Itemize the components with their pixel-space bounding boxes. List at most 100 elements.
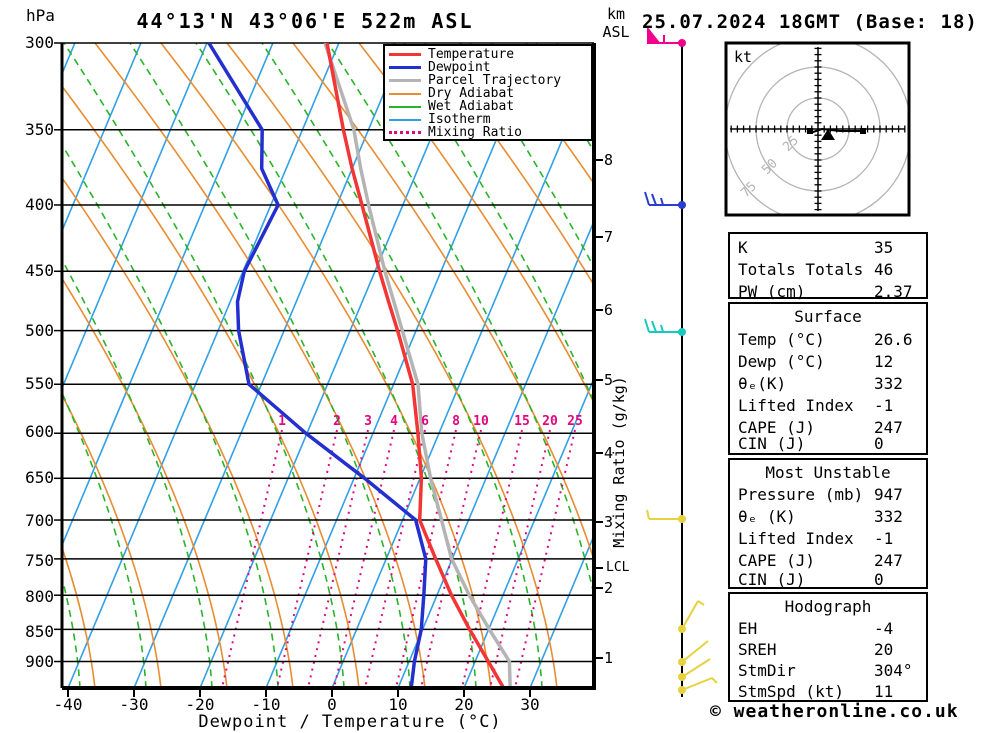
summary-indices-table: K 35 Totals Totals 46 PW (cm) 2.37 [728, 232, 928, 301]
chart-legend: Temperature Dewpoint Parcel Trajectory D… [383, 44, 593, 141]
left-axis [60, 43, 64, 688]
table-row: CAPE (J) 247 [738, 551, 903, 570]
hodograph-frame [724, 41, 911, 217]
temp-tick-label: -10 [251, 695, 281, 714]
km-tick-label: 5 [604, 371, 614, 389]
km-tick-label: 2 [604, 579, 614, 597]
km-tick-label: 7 [604, 228, 614, 246]
isotherm-line-swatch [389, 118, 421, 121]
temp-tick-label: -30 [119, 695, 149, 714]
legend-label: Mixing Ratio [428, 125, 522, 140]
legend-label: Dry Adiabat [428, 86, 515, 101]
pressure-tick-label: 900 [25, 652, 54, 671]
parcel-trajectory-trace [323, 43, 512, 688]
ring-label-25: 25 [780, 133, 802, 155]
km-unit-label: km [606, 5, 626, 23]
copyright-text: © weatheronline.co.uk [710, 701, 959, 722]
asl-unit-label: ASL [602, 23, 630, 41]
pressure-tick-label: 850 [25, 622, 54, 641]
legend-item-isotherm: Isotherm [389, 113, 591, 126]
pressure-tick-label: 800 [25, 587, 54, 606]
hodograph-axis-ticks [730, 47, 906, 211]
pressure-tick-label: 700 [25, 511, 54, 530]
x-axis-title: Dewpoint / Temperature (°C) [198, 712, 502, 732]
hodograph-wind-trace [807, 127, 866, 140]
km-tick-label: 4 [604, 444, 614, 462]
temp-tick-label: -20 [185, 695, 215, 714]
wind-barbs-low-levels [678, 600, 718, 694]
pressure-tick-label: 650 [25, 468, 54, 487]
surface-indices-table: Surface Temp (°C) 26.6 Dewp (°C) 12 θₑ(K) 3… [728, 302, 928, 455]
table-row: SREH 20 [738, 640, 894, 659]
km-tick-label: 3 [604, 513, 614, 531]
bottom-axis [62, 686, 596, 690]
datetime-title: 25.07.2024 18GMT (Base: 18) [642, 11, 978, 33]
mixing-ratio-tick-label: 25 [567, 414, 583, 429]
table-row: Pressure (mb) 947 [738, 485, 903, 504]
legend-label: Dewpoint [428, 60, 491, 75]
table-section-header: Hodograph [784, 597, 872, 616]
temperature-line-swatch [389, 53, 421, 56]
lcl-label: LCL [606, 560, 630, 575]
legend-label: Temperature [428, 47, 515, 62]
legend-item-dry-adiabat: Dry Adiabat [389, 87, 591, 100]
pressure-tick-label: 500 [25, 321, 54, 340]
legend-item-wet-adiabat: Wet Adiabat [389, 100, 591, 113]
table-row: K 35 [738, 238, 894, 257]
mixing-ratio-line-swatch [389, 131, 421, 134]
wet-adiabat-line-swatch [389, 105, 421, 108]
pressure-tick-label: 300 [25, 33, 54, 52]
hodograph-panel: kt 25 50 75 [724, 41, 911, 217]
table-row: Lifted Index -1 [738, 529, 894, 548]
hodograph-indices-table: Hodograph EH -4 SREH 20 StmDir 304° StmSpd … [728, 592, 928, 702]
mixing-ratio-tick-label: 15 [514, 414, 530, 429]
table-row: θₑ(K) 332 [738, 374, 903, 393]
table-row: CAPE (J) 247 [738, 418, 903, 437]
temp-tick-label: 20 [454, 695, 474, 714]
table-row: CIN (J) 0 [738, 434, 884, 453]
mixing-ratio-axis-label: Mixing Ratio (g/kg) [610, 376, 628, 548]
table-row: Totals Totals 46 [738, 260, 894, 279]
storm-motion-marker [821, 129, 835, 140]
mixing-ratio-tick-label: 10 [473, 414, 489, 429]
table-row: StmSpd (kt) 11 [738, 682, 894, 701]
legend-item-parcel: Parcel Trajectory [389, 74, 591, 87]
mixing-ratio-tick-label: 6 [421, 414, 429, 429]
mixing-ratio-tick-label: 20 [542, 414, 558, 429]
wind-barb-400hpa [644, 191, 686, 209]
legend-item-mixing-ratio: Mixing Ratio [389, 126, 591, 139]
dewpoint-trace [207, 43, 428, 688]
pressure-tick-label: 350 [25, 120, 54, 139]
km-tick-label: 8 [604, 151, 614, 169]
mixing-ratio-tick-label: 3 [364, 414, 372, 429]
km-tick-label: 1 [604, 649, 614, 667]
legend-label: Parcel Trajectory [428, 73, 562, 88]
most-unstable-indices-table: Most Unstable Pressure (mb) 947 θₑ (K) 332… [728, 458, 928, 589]
ring-label-50: 50 [759, 156, 781, 178]
pressure-tick-label: 550 [25, 374, 54, 393]
table-row: PW (cm) 2.37 [738, 282, 913, 301]
wind-barb-column [644, 26, 718, 697]
isotherm-lines [62, 43, 594, 688]
parcel-line-swatch [389, 79, 421, 82]
wet-adiabat-lines [62, 43, 594, 688]
mixing-ratio-tick-label: 2 [333, 414, 341, 429]
table-row: Dewp (°C) 12 [738, 352, 894, 371]
right-axis [592, 43, 596, 688]
temp-tick-label: 10 [388, 695, 408, 714]
wind-barb-300hpa [647, 26, 686, 47]
table-row: CIN (J) 0 [738, 570, 884, 589]
dry-adiabat-line-swatch [389, 92, 421, 95]
temp-tick-label: 30 [520, 695, 540, 714]
wind-barb-700hpa [646, 509, 686, 523]
table-row: θₑ (K) 332 [738, 507, 903, 526]
mixing-ratio-tick-label: 1 [278, 414, 286, 429]
mixing-ratio-tick-label: 8 [452, 414, 460, 429]
table-section-header: Most Unstable [765, 463, 891, 482]
hodograph-ring-labels: 25 50 75 [738, 133, 802, 201]
pressure-tick-label: 450 [25, 261, 54, 280]
table-row: EH -4 [738, 619, 894, 638]
legend-item-dewpoint: Dewpoint [389, 61, 591, 74]
